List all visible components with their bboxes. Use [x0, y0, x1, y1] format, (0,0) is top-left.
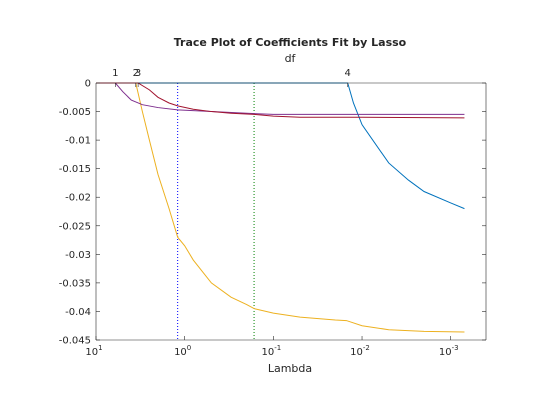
x-tick-exponent: -2 [363, 344, 370, 352]
axes-frame [95, 82, 487, 341]
x-tick-base: 10 [174, 347, 187, 358]
x-tick-base: 10 [85, 347, 98, 358]
y-tick-label: -0.005 [59, 107, 91, 118]
x-axis-label: Lambda [268, 362, 312, 375]
x-tick-exponent: 1 [98, 344, 102, 352]
y-tick-label: -0.035 [59, 278, 91, 289]
y-tick-label: -0.015 [59, 164, 91, 175]
x-tick-exponent: 0 [187, 344, 191, 352]
x-tick-base: 10 [350, 347, 363, 358]
df-tick-label: 1 [112, 68, 118, 79]
y-tick-label: -0.03 [65, 250, 91, 261]
x-tick-base: 10 [261, 347, 274, 358]
y-axis-ticks: 0 -0.005 -0.01 -0.015 -0.02 -0.025 -0.03 -0.035… [59, 79, 486, 347]
x-tick-exponent: -3 [452, 344, 459, 352]
chart-title: Trace Plot of Coefficients Fit by Lasso [174, 36, 407, 49]
y-tick-label: -0.045 [59, 336, 91, 347]
series-line-4 [96, 82, 465, 119]
y-tick-label: -0.02 [65, 193, 91, 204]
df-axis-ticks: 1 23 4 [112, 68, 351, 87]
plot-area [96, 83, 486, 340]
df-tick-label: 4 [345, 68, 351, 79]
x-tick-label: 10-3 [439, 344, 459, 358]
df-tick-label: 3 [135, 68, 141, 79]
x-tick-exponent: -1 [274, 344, 281, 352]
x-tick-base: 10 [439, 347, 452, 358]
y-tick-label: -0.025 [59, 221, 91, 232]
y-tick-label: -0.01 [65, 136, 91, 147]
x-tick-label: 101 [85, 344, 102, 358]
x-tick-label: 10-2 [350, 344, 370, 358]
y-tick-label: 0 [85, 79, 91, 90]
x-axis-ticks: 101 100 10-1 10-2 10-3 [85, 336, 459, 358]
series-line-2 [96, 82, 465, 333]
df-axis-label: df [285, 52, 297, 65]
df-tick-label: 2 [133, 68, 139, 79]
reference-lines [177, 83, 255, 340]
series-line-1 [96, 82, 465, 210]
y-tick-label: -0.04 [65, 307, 91, 318]
series-line-3 [96, 82, 465, 115]
x-tick-label: 100 [174, 344, 191, 358]
x-tick-label: 10-1 [261, 344, 281, 358]
series-group [96, 82, 465, 333]
